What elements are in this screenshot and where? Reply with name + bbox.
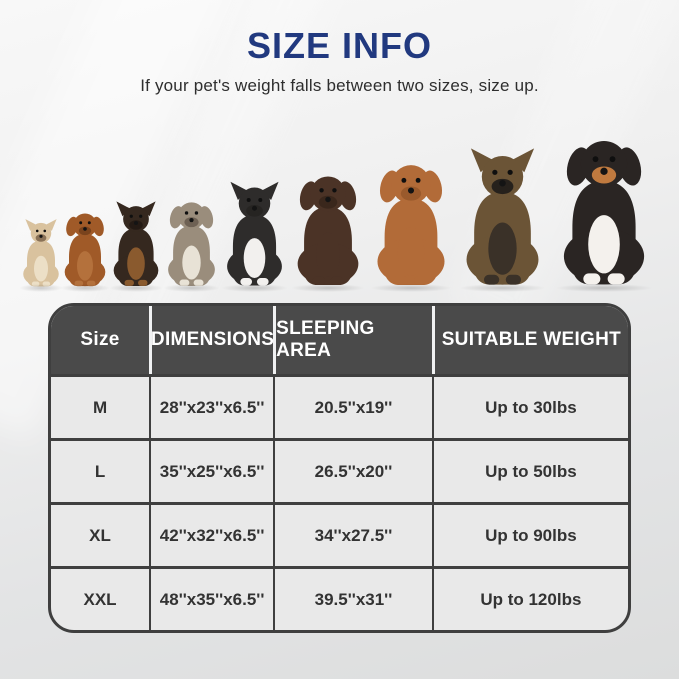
size-cell: XL [89, 525, 111, 545]
dimensions-cell: 35''x25''x6.5'' [149, 441, 273, 502]
page-subtitle: If your pet's weight falls between two s… [140, 75, 539, 95]
dimensions-cell: 48''x35''x6.5'' [149, 569, 273, 630]
page-title: SIZE INFO [246, 25, 432, 66]
dog-shadow [291, 284, 365, 292]
suitable-weight-cell: Up to 50lbs [431, 441, 628, 502]
size-cell: XXL [83, 589, 117, 609]
dog-shadow [555, 284, 653, 292]
border-collie-dog-icon [213, 180, 296, 292]
dogs-illustration [0, 124, 679, 292]
column-header-suitable-weight: SUITABLE WEIGHT [431, 306, 628, 374]
size-table: Size DIMENSIONS SLEEPING AREA SUITABLE W… [48, 303, 631, 633]
dog-shadow [163, 284, 220, 292]
french-bulldog-dog-icon [14, 218, 68, 292]
table-row: M 28''x23''x6.5'' 20.5''x19'' Up to 30lb… [51, 374, 628, 438]
vizsla-dog-icon [360, 156, 462, 292]
miniature-pinscher-dog-icon [102, 200, 170, 292]
sleeping-area-cell: 39.5''x31'' [273, 569, 432, 630]
suitable-weight-cell: Up to 120lbs [431, 569, 628, 630]
dimensions-cell: 28''x23''x6.5'' [149, 377, 273, 438]
suitable-weight-cell: Up to 30lbs [431, 377, 628, 438]
dog-shadow [370, 284, 452, 292]
header: SIZE INFO If your pet's weight falls bet… [0, 0, 679, 96]
dimensions-cell: 42''x32''x6.5'' [149, 505, 273, 566]
dog-shadow [458, 284, 547, 292]
table-row: L 35''x25''x6.5'' 26.5''x20'' Up to 50lb… [51, 438, 628, 502]
column-header-size: Size [80, 329, 120, 350]
sleeping-area-cell: 20.5''x19'' [273, 377, 432, 438]
column-header-sleeping-area: SLEEPING AREA [273, 306, 432, 374]
dog-shadow [221, 284, 288, 292]
dog-shadow [19, 284, 63, 292]
dog-shadow [60, 284, 110, 292]
english-bulldog-dog-icon [156, 196, 227, 292]
cavalier-spaniel-dog-icon [54, 208, 116, 292]
chocolate-labrador-dog-icon [282, 168, 374, 292]
sleeping-area-cell: 34''x27.5'' [273, 505, 432, 566]
table-row: XL 42''x32''x6.5'' 34''x27.5'' Up to 90l… [51, 502, 628, 566]
size-cell: M [92, 397, 108, 417]
bernese-mountain-dog-icon [543, 130, 665, 292]
sleeping-area-cell: 26.5''x20'' [273, 441, 432, 502]
suitable-weight-cell: Up to 90lbs [431, 505, 628, 566]
size-cell: L [94, 461, 106, 481]
column-header-dimensions: DIMENSIONS [149, 306, 274, 374]
dog-shadow [108, 284, 164, 292]
table-row: XXL 48''x35''x6.5'' 39.5''x31'' Up to 12… [51, 566, 628, 630]
german-shepherd-dog-icon [448, 146, 557, 292]
table-header-row: Size DIMENSIONS SLEEPING AREA SUITABLE W… [51, 306, 628, 374]
